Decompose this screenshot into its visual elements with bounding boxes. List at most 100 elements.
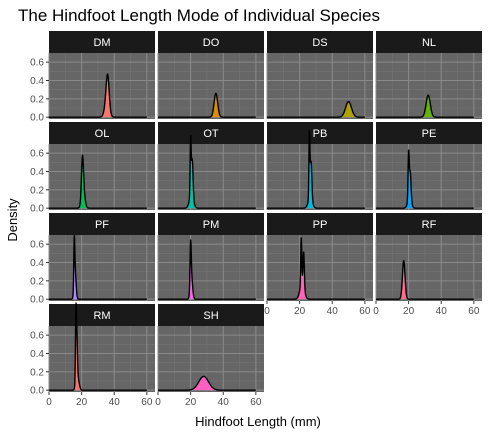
strip-background <box>158 304 264 326</box>
strip-label: DM <box>93 37 110 49</box>
y-tick-label: 0.4 <box>30 76 44 87</box>
panel-background <box>267 144 373 210</box>
y-tick-label: 0.0 <box>30 295 44 306</box>
strip-background <box>158 122 264 144</box>
panel-background <box>158 53 264 119</box>
y-tick-label: 0.4 <box>30 167 44 178</box>
density-line-ol <box>48 154 148 209</box>
density-line-ds <box>266 100 366 118</box>
chart-title: The Hindfoot Length Mode of Individual S… <box>18 6 380 25</box>
density-line-nl <box>375 94 475 118</box>
strip-background <box>158 213 264 235</box>
facet-panel-rm: RM 0.0 0.2 0.4 0.6 0 20 40 60 <box>30 302 155 408</box>
panel-background <box>158 144 264 210</box>
facet-panel-ot: OT <box>157 122 264 210</box>
density-line-pe <box>375 149 475 209</box>
strip-background <box>376 122 482 144</box>
strip-label: OL <box>95 128 110 140</box>
strip-label: PP <box>313 219 328 231</box>
facet-panel-pp: PP 0 20 40 60 <box>264 213 373 317</box>
x-tick-label: 60 <box>250 397 262 408</box>
strip-label: DO <box>203 37 220 49</box>
x-tick-label: 20 <box>185 397 197 408</box>
y-tick-label: 0.6 <box>30 149 44 160</box>
x-tick-label: 20 <box>76 397 88 408</box>
x-tick-label: 20 <box>294 306 306 317</box>
x-tick-label: 60 <box>359 306 371 317</box>
y-tick-label: 0.2 <box>30 94 44 105</box>
x-tick-label: 0 <box>373 306 379 317</box>
y-tick-label: 0.2 <box>30 276 44 287</box>
y-tick-label: 0.6 <box>30 331 44 342</box>
strip-background <box>267 213 373 235</box>
panel-background <box>376 144 482 210</box>
strip-background <box>49 31 155 53</box>
facet-panel-nl: NL <box>375 31 482 119</box>
y-axis-title: Density <box>5 198 20 242</box>
panel-background <box>267 53 373 119</box>
strip-label: DS <box>312 37 327 49</box>
facet-panel-do: DO <box>157 31 264 119</box>
strip-background <box>267 31 373 53</box>
density-area-sh <box>158 376 256 391</box>
y-tick-label: 0.4 <box>30 258 44 269</box>
facet-panel-rf: RF 0 20 40 60 <box>373 213 482 317</box>
facet-panel-ol: OL 0.0 0.2 0.4 0.6 <box>30 122 155 215</box>
x-tick-label: 60 <box>141 397 153 408</box>
facet-panels: DM 0.0 0.2 0.4 0.6 DO DS NL OL 0.0 0.2 0.4 0.6 OT PB PE… <box>30 31 482 408</box>
panel-background <box>49 326 155 392</box>
y-tick-label: 0.2 <box>30 367 44 378</box>
density-line-pp <box>266 237 366 300</box>
density-line-sh <box>157 375 257 391</box>
y-tick-label: 0.0 <box>30 386 44 397</box>
strip-label: NL <box>422 37 436 49</box>
x-axis-title: Hindfoot Length (mm) <box>195 414 321 429</box>
panel-background <box>376 235 482 301</box>
density-line-ot <box>157 134 257 209</box>
x-tick-label: 40 <box>218 397 230 408</box>
panel-background <box>49 53 155 119</box>
panel-background <box>158 235 264 301</box>
x-tick-label: 40 <box>436 306 448 317</box>
strip-background <box>49 213 155 235</box>
panel-background <box>49 144 155 210</box>
panel-background <box>267 235 373 301</box>
density-line-pm <box>157 239 257 300</box>
density-line-pf <box>48 234 148 300</box>
facet-panel-sh: SH 0 20 40 60 <box>155 304 264 408</box>
x-tick-label: 0 <box>155 397 161 408</box>
facet-panel-pm: PM <box>157 213 264 301</box>
y-tick-label: 0.4 <box>30 349 44 360</box>
x-tick-label: 40 <box>327 306 339 317</box>
strip-background <box>376 213 482 235</box>
density-line-pb <box>266 130 366 209</box>
density-line-rf <box>375 259 475 300</box>
strip-background <box>49 122 155 144</box>
x-tick-label: 60 <box>468 306 480 317</box>
density-line-dm <box>48 73 148 118</box>
strip-label: PB <box>313 128 328 140</box>
strip-background <box>267 122 373 144</box>
panel-background <box>49 235 155 301</box>
facet-panel-dm: DM 0.0 0.2 0.4 0.6 <box>30 31 155 124</box>
y-tick-label: 0.0 <box>30 113 44 124</box>
strip-background <box>376 31 482 53</box>
y-tick-label: 0.2 <box>30 185 44 196</box>
y-tick-label: 0.0 <box>30 204 44 215</box>
strip-label: PM <box>203 219 220 231</box>
x-tick-label: 0 <box>264 306 270 317</box>
density-line-rm <box>48 302 148 391</box>
strip-label: RF <box>422 219 437 231</box>
y-tick-label: 0.6 <box>30 58 44 69</box>
x-tick-label: 20 <box>403 306 415 317</box>
x-tick-label: 40 <box>109 397 121 408</box>
strip-background <box>158 31 264 53</box>
strip-label: PF <box>95 219 109 231</box>
strip-label: OT <box>203 128 219 140</box>
strip-label: RM <box>93 310 110 322</box>
panel-background <box>158 326 264 392</box>
strip-label: SH <box>203 310 218 322</box>
y-tick-label: 0.6 <box>30 240 44 251</box>
strip-label: PE <box>422 128 437 140</box>
